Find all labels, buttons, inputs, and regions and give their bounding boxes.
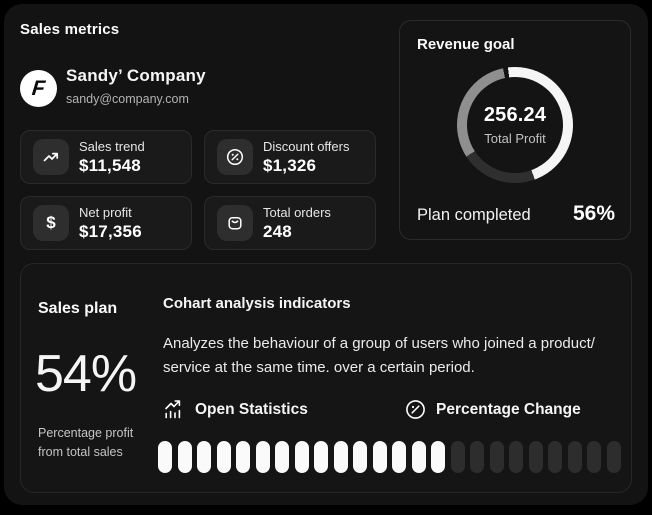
stat-value: $17,356 [79, 221, 142, 241]
pill [528, 441, 543, 473]
cohort-description: Analyzes the behaviour of a group of use… [163, 335, 595, 376]
revenue-goal-card: Revenue goal 256.24 Total Profit Plan co… [399, 20, 631, 240]
total-profit-label: Total Profit [484, 131, 546, 146]
plan-completed-percent: 56% [572, 202, 615, 225]
stat-value: $11,548 [79, 155, 141, 175]
open-statistics-button[interactable]: Open Statistics [163, 398, 308, 421]
pill [431, 441, 445, 473]
trend-up-icon [33, 139, 69, 175]
pill [567, 441, 582, 473]
dashboard-panel: Sales metrics F Sandy’ Company sandy@com… [4, 4, 648, 505]
pill [216, 441, 231, 473]
plan-completed-row: Plan completed 56% [417, 202, 615, 226]
company-email: sandy@company.com [66, 92, 189, 106]
pill [197, 441, 211, 473]
pill [177, 441, 192, 473]
progress-pills [158, 441, 621, 473]
pill [333, 441, 348, 473]
pill [548, 441, 562, 473]
cohort-title: Cohart analysis indicators [163, 295, 351, 312]
pill [236, 441, 250, 473]
percent-circle-icon [404, 398, 427, 421]
revenue-progress-ring: 256.24 Total Profit [457, 67, 573, 183]
pill [372, 441, 387, 473]
stat-card-sales-trend: Sales trend $11,548 [20, 130, 192, 184]
pill [587, 441, 601, 473]
sales-plan-caption: Percentage profit from total sales [38, 426, 134, 459]
pill [158, 441, 172, 473]
percentage-change-label: Percentage Change [436, 400, 581, 418]
flash-f-logo-icon: F [30, 76, 47, 100]
open-statistics-label: Open Statistics [195, 400, 308, 418]
stat-card-discount-offers: Discount offers $1,326 [204, 130, 376, 184]
pill [606, 441, 621, 473]
dollar-icon: $ [33, 205, 69, 241]
pill [255, 441, 270, 473]
stat-label: Discount offers [263, 138, 350, 154]
stats-chart-icon [163, 398, 186, 421]
stat-card-total-orders: Total orders 248 [204, 196, 376, 250]
stat-value: 248 [263, 221, 292, 241]
pill [509, 441, 523, 473]
page-title: Sales metrics [20, 21, 120, 38]
stat-label: Net profit [79, 204, 132, 220]
total-profit-value: 256.24 [483, 104, 547, 126]
plan-completed-label: Plan completed [417, 206, 531, 224]
stat-card-net-profit: $ Net profit $17,356 [20, 196, 192, 250]
pill [411, 441, 426, 473]
stat-label: Total orders [263, 204, 331, 220]
pill [470, 441, 484, 473]
sales-plan-percent: 54% [35, 345, 137, 403]
percentage-change-button[interactable]: Percentage Change [404, 398, 581, 421]
pill [489, 441, 504, 473]
company-name: Sandy’ Company [66, 66, 206, 85]
pill [392, 441, 406, 473]
pill [450, 441, 465, 473]
discount-percent-icon [217, 139, 253, 175]
pill [275, 441, 289, 473]
sales-plan-cohort-panel: Sales plan 54% Percentage profit from to… [20, 263, 632, 493]
revenue-goal-title: Revenue goal [417, 36, 515, 53]
stat-label: Sales trend [79, 138, 145, 154]
orders-bag-icon [217, 205, 253, 241]
pill [294, 441, 309, 473]
pill [314, 441, 328, 473]
sales-plan-title: Sales plan [38, 300, 118, 317]
company-avatar: F [20, 70, 57, 107]
stat-value: $1,326 [263, 155, 317, 175]
pill [353, 441, 367, 473]
